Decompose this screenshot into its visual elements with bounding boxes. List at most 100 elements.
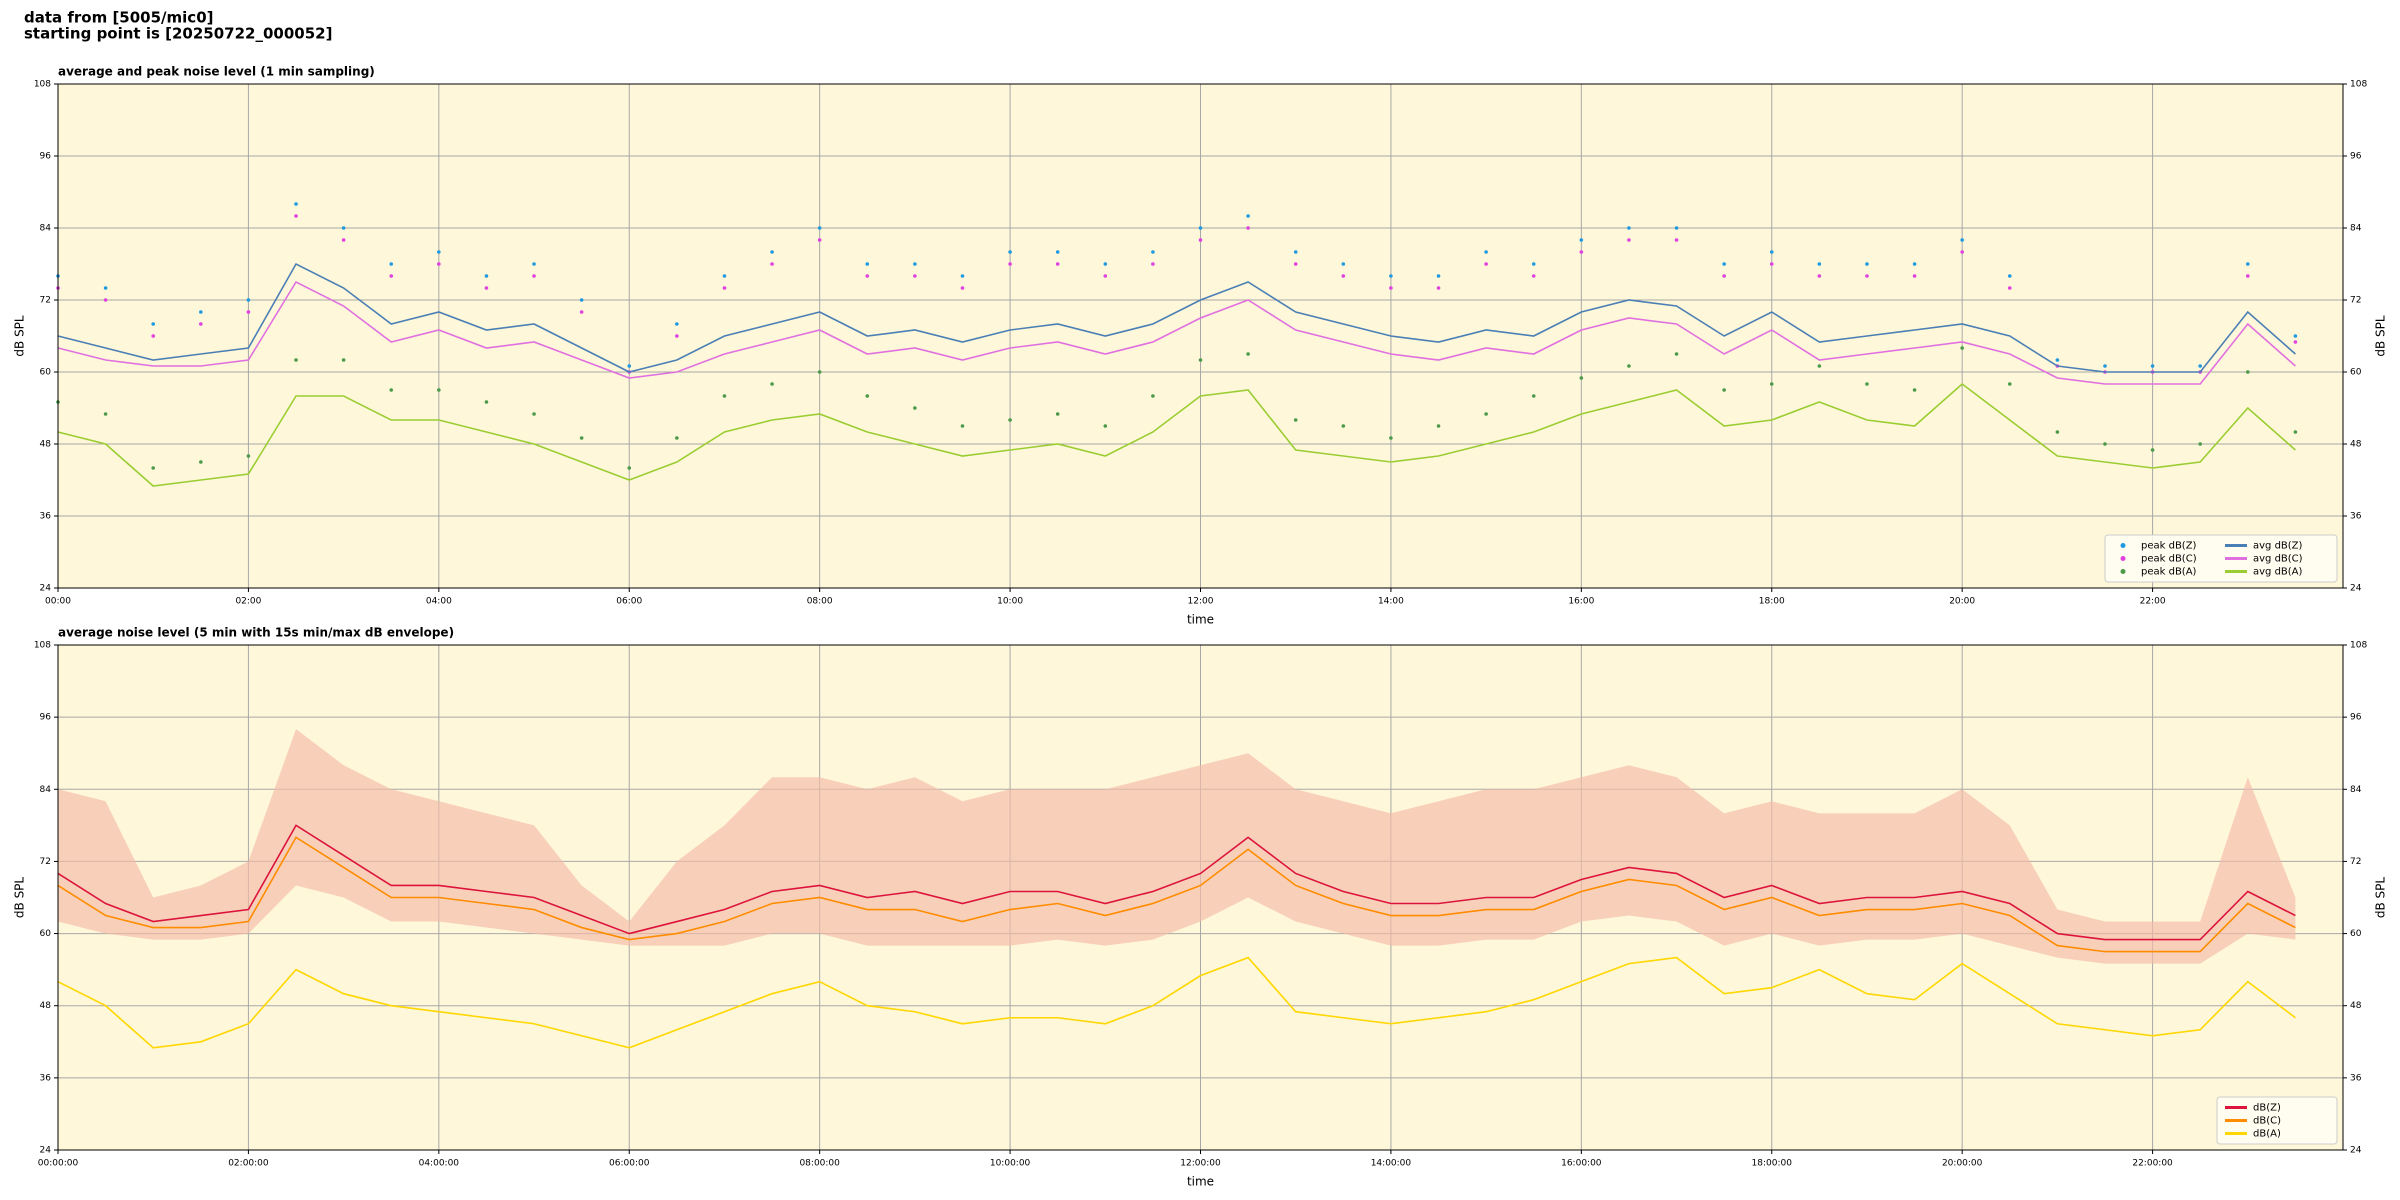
envelope-band <box>58 729 2296 964</box>
x-tick-label: 06:00 <box>616 597 642 607</box>
y2-tick-label: 24 <box>2350 1146 2362 1156</box>
peak-point <box>1198 238 1203 242</box>
x-tick-label: 12:00 <box>1188 597 1214 607</box>
peak-point <box>103 286 108 290</box>
peak-point <box>1912 274 1917 278</box>
y2-tick-label: 48 <box>2350 1001 2362 1011</box>
peak-point <box>1389 436 1393 440</box>
y2-tick-label: 72 <box>2350 296 2361 306</box>
x-tick-label: 06:00:00 <box>609 1159 650 1169</box>
peak-point <box>1103 262 1108 266</box>
peak-point <box>579 436 584 440</box>
peak-point <box>1198 358 1203 362</box>
x-tick-label: 00:00:00 <box>38 1159 79 1169</box>
peak-point <box>1008 418 1012 422</box>
legend-label: dB(A) <box>2253 1129 2281 1140</box>
peak-point <box>1627 238 1631 242</box>
peak-point <box>579 298 584 302</box>
peak-point <box>817 238 822 242</box>
peak-point <box>103 412 108 416</box>
x-tick-label: 16:00:00 <box>1561 1159 1602 1169</box>
y2-tick-label: 60 <box>2350 368 2362 378</box>
peak-point <box>1484 250 1488 254</box>
peak-point <box>1865 382 1869 386</box>
legend-label: avg dB(C) <box>2253 554 2303 565</box>
y-tick-label: 72 <box>40 296 51 306</box>
legend-label: dB(C) <box>2253 1116 2281 1127</box>
peak-point <box>484 400 489 404</box>
x-tick-label: 00:00 <box>45 597 71 607</box>
peak-point <box>675 334 679 338</box>
peak-point <box>2293 334 2298 338</box>
peak-point <box>913 274 917 278</box>
y-tick-label: 48 <box>40 1001 52 1011</box>
peak-point <box>199 310 203 314</box>
peak-point <box>722 286 727 290</box>
peak-point <box>151 322 156 326</box>
y-tick-label: 108 <box>34 80 51 90</box>
legend-marker <box>2120 569 2126 574</box>
peak-point <box>1198 226 1203 230</box>
y-tick-label: 24 <box>40 1146 52 1156</box>
y-tick-label: 84 <box>40 224 52 234</box>
x-axis-label: time <box>1187 1175 1214 1189</box>
series-line <box>57 836 2296 953</box>
legend-label: avg dB(Z) <box>2253 541 2303 552</box>
y2-tick-label: 96 <box>2350 713 2362 723</box>
peak-point <box>1865 262 1869 266</box>
legend-box <box>2104 534 2338 583</box>
x-tick-label: 18:00 <box>1759 597 1785 607</box>
peak-point <box>913 262 917 266</box>
peak-point <box>389 388 394 392</box>
peak-point <box>1103 274 1108 278</box>
y-tick-label: 96 <box>40 713 52 723</box>
peak-point <box>1674 226 1679 230</box>
x-tick-label: 02:00:00 <box>228 1159 269 1169</box>
peak-point <box>1341 274 1346 278</box>
series-line <box>57 280 2296 385</box>
peak-point <box>151 334 156 338</box>
peak-point <box>1531 274 1536 278</box>
peak-point <box>2245 370 2250 374</box>
x-tick-label: 22:00:00 <box>2132 1159 2173 1169</box>
legend-marker <box>2120 556 2126 561</box>
y-tick-label: 36 <box>40 1073 52 1083</box>
y2-tick-label: 60 <box>2350 929 2362 939</box>
peak-point <box>1055 412 1060 416</box>
y2-tick-label: 108 <box>2350 80 2367 90</box>
peak-point <box>532 262 536 266</box>
peak-point <box>1055 250 1060 254</box>
peak-point <box>246 298 251 302</box>
peak-point <box>2007 274 2012 278</box>
legend-label: peak dB(A) <box>2141 567 2197 578</box>
y2-tick-label: 72 <box>2350 857 2361 867</box>
peak-point <box>2198 442 2202 446</box>
y2-tick-label: 36 <box>2350 512 2362 522</box>
y-tick-label: 108 <box>34 641 51 651</box>
peak-point <box>1769 262 1774 266</box>
peak-point <box>484 286 489 290</box>
peak-point <box>2007 382 2012 386</box>
peak-point <box>1389 286 1393 290</box>
peak-point <box>865 274 870 278</box>
peak-point <box>1246 214 1250 218</box>
x-tick-label: 14:00 <box>1378 597 1404 607</box>
peak-point <box>1436 274 1441 278</box>
peak-point <box>294 202 298 206</box>
peak-point <box>1341 424 1346 428</box>
peak-point <box>484 274 489 278</box>
y-tick-label: 84 <box>40 785 52 795</box>
peak-point <box>437 388 441 392</box>
peak-point <box>2198 364 2202 368</box>
peak-point <box>1436 286 1441 290</box>
peak-point <box>2245 262 2250 266</box>
x-tick-label: 02:00 <box>235 597 261 607</box>
peak-point <box>389 262 394 266</box>
peak-point <box>1055 262 1060 266</box>
peak-point <box>1389 274 1393 278</box>
peak-point <box>1151 250 1155 254</box>
y-tick-label: 60 <box>40 368 52 378</box>
y-axis-label: dB SPL <box>13 877 27 919</box>
peak-point <box>1960 250 1964 254</box>
